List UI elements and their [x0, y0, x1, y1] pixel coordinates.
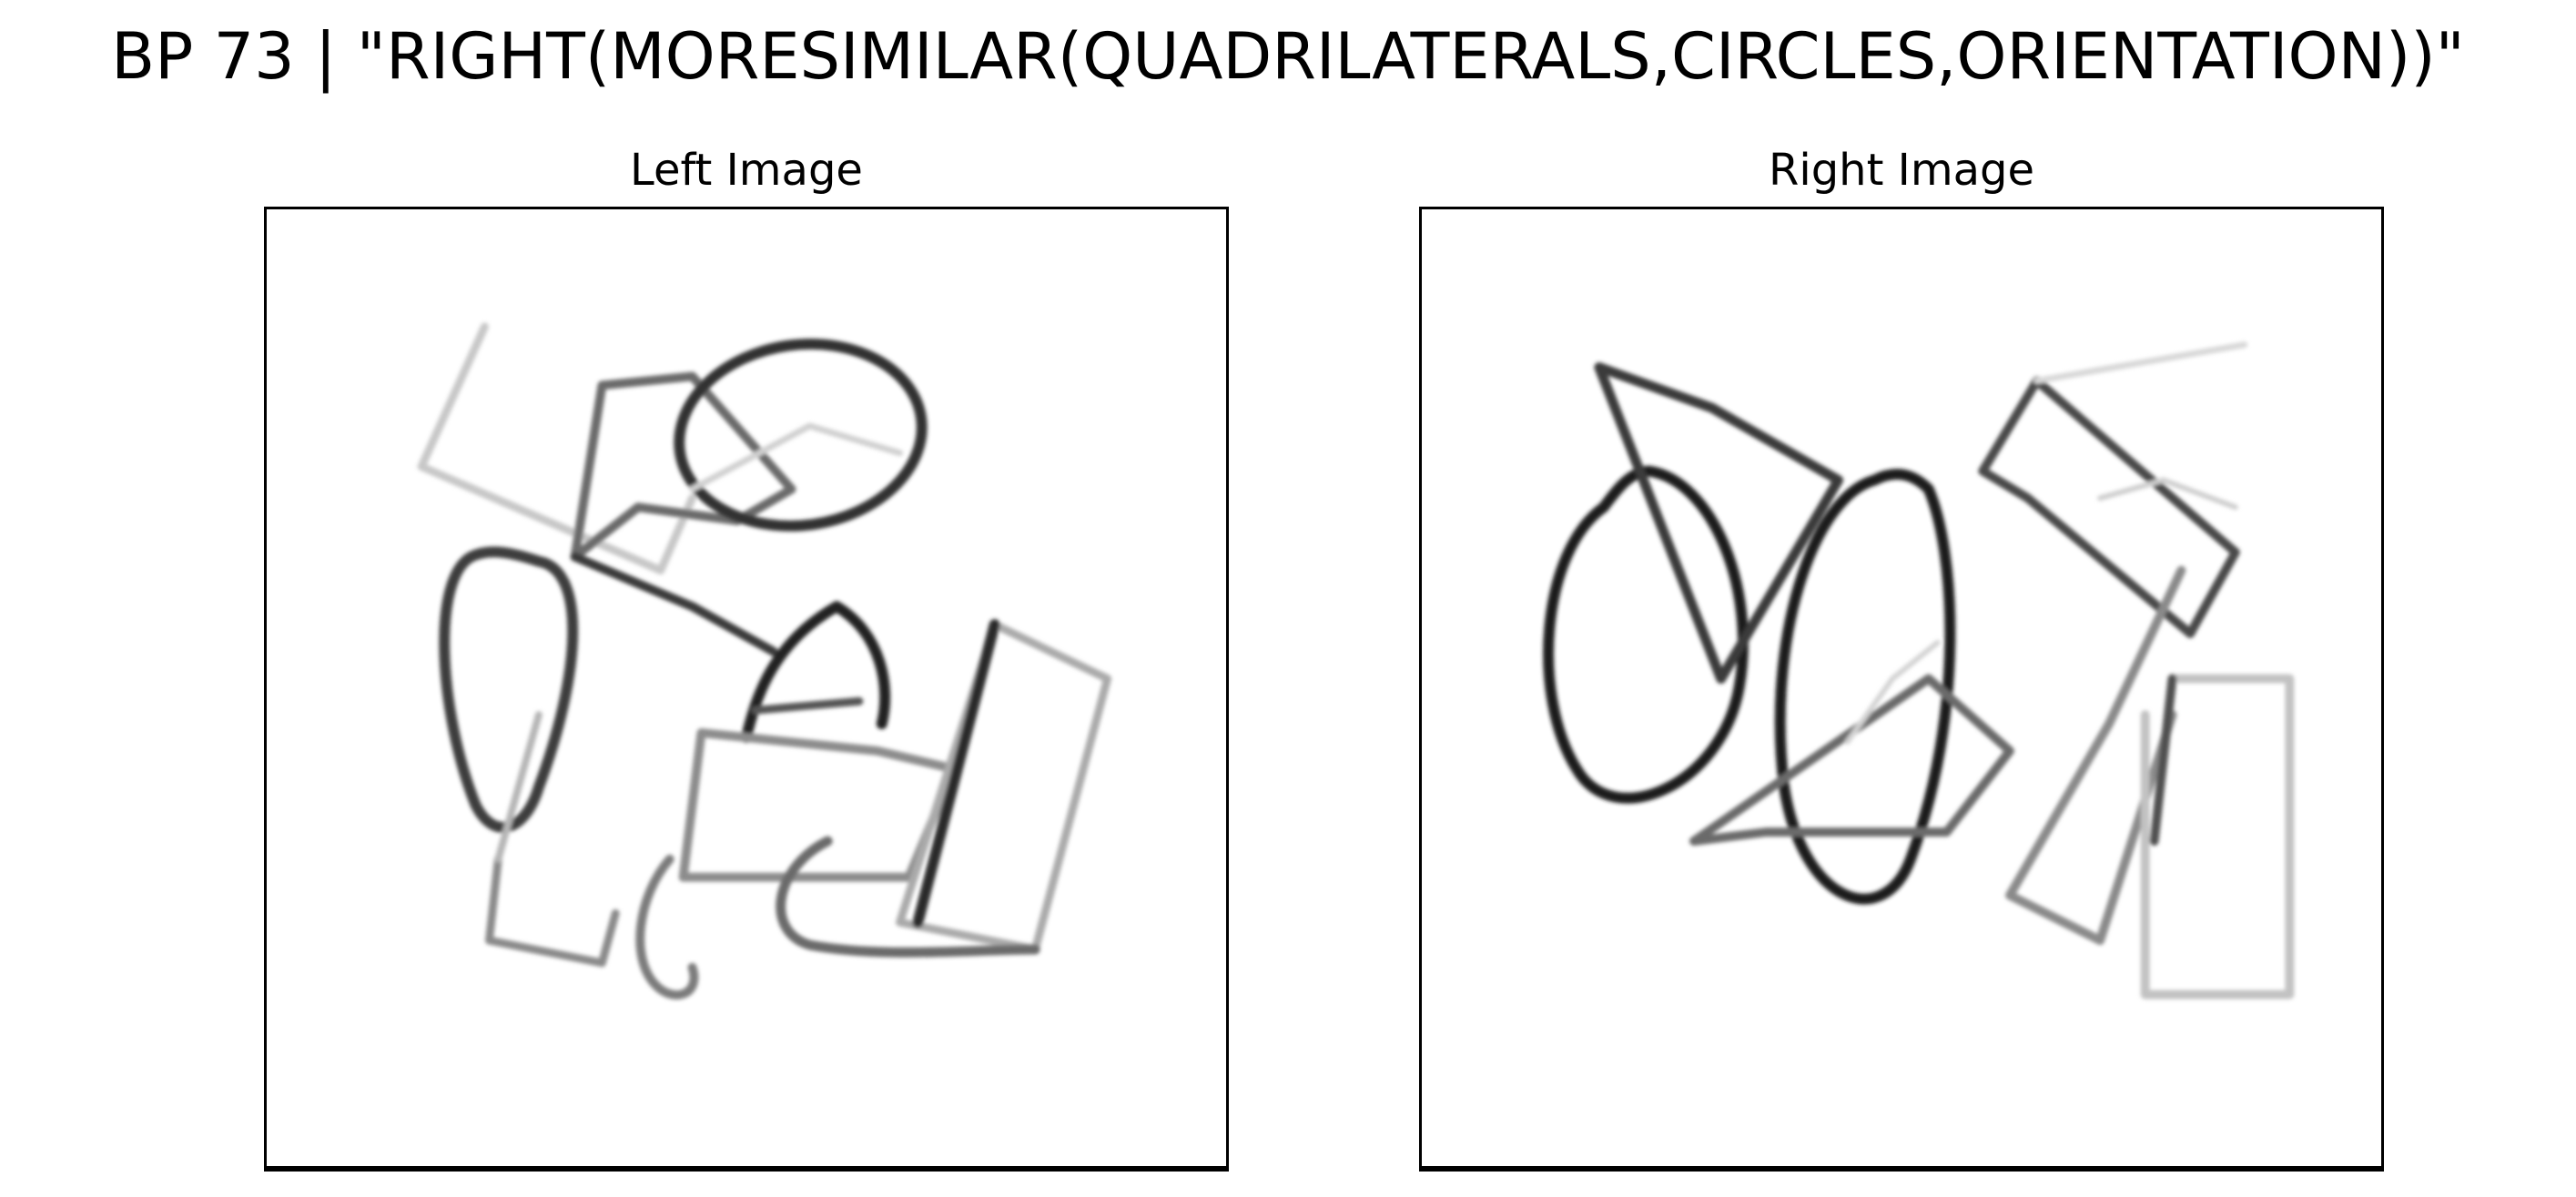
right-oval-left	[1543, 465, 1749, 804]
right-quad-topright	[1978, 376, 2240, 638]
right-image-title: Right Image	[1769, 145, 2034, 196]
left-arc-center	[741, 601, 891, 743]
left-oval-left	[439, 546, 579, 833]
right-quad-center	[1689, 674, 2014, 847]
right-image-panel	[1419, 207, 2384, 1172]
left-image-panel	[264, 207, 1229, 1172]
left-loop-bottom	[635, 854, 699, 999]
left-quad-lower	[484, 855, 620, 968]
right-quad-rect	[2140, 674, 2295, 999]
left-quad-faint	[417, 322, 696, 575]
figure-title: BP 73 | "RIGHT(MORESIMILAR(QUADRILATERAL…	[111, 19, 2465, 94]
left-quad-middle	[678, 728, 959, 882]
left-image-sketch	[417, 322, 1112, 999]
right-quad-right	[2005, 565, 2186, 946]
left-oval-bottom	[776, 836, 1040, 958]
right-oval-center	[1774, 469, 1956, 905]
left-image-title: Left Image	[630, 145, 863, 196]
left-quad-right	[896, 620, 1112, 954]
left-oval-top	[674, 338, 928, 532]
right-quad-topleft	[1594, 362, 1844, 685]
right-image-sketch	[1543, 341, 2295, 999]
